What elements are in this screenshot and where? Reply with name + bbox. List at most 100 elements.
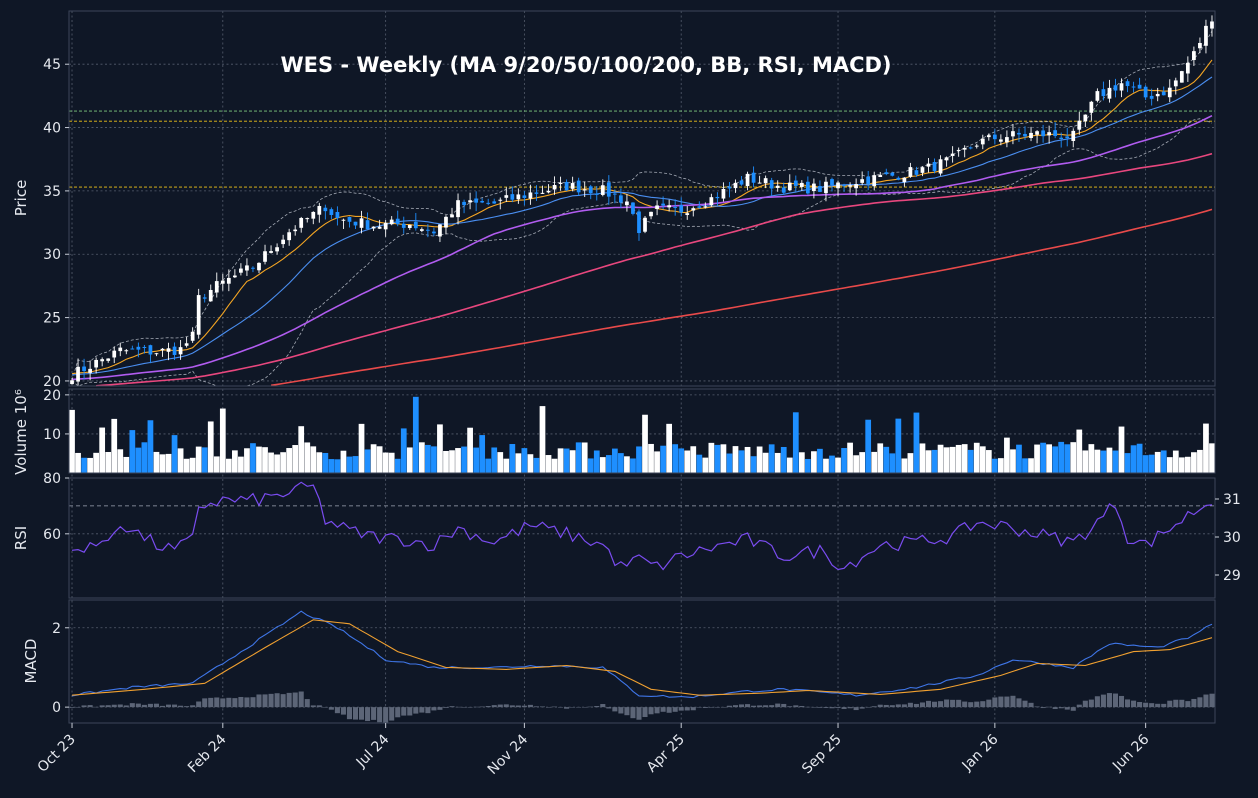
macd-histogram-bar (395, 707, 401, 718)
volume-bar (461, 446, 467, 473)
volume-bar (811, 451, 817, 473)
candle-up (1005, 137, 1009, 143)
volume-bar (1094, 449, 1101, 473)
candle-up (190, 331, 195, 341)
macd-line (71, 610, 1213, 699)
candle-up (70, 380, 74, 385)
candle-up (498, 199, 503, 201)
macd-panel-frame (68, 599, 1216, 724)
volume-bar (334, 459, 341, 473)
macd-histogram-bar (1118, 695, 1125, 708)
macd-histogram-bar (1197, 697, 1203, 708)
volume-bar (859, 452, 866, 473)
candle-up (703, 206, 708, 208)
ma20-line (71, 76, 1213, 376)
candle-up (920, 167, 925, 173)
macd-histogram-bar (298, 691, 304, 708)
candle-up (872, 175, 877, 187)
candle-up (275, 247, 279, 252)
candle-down (365, 220, 370, 230)
volume-bar (521, 448, 528, 473)
candle-down (588, 186, 593, 194)
macd-histogram-bar (919, 702, 926, 708)
volume-bar (533, 457, 540, 473)
volume-bar (135, 447, 142, 473)
candle-down (896, 177, 901, 180)
volume-bar (557, 448, 564, 473)
volume-bar (262, 447, 268, 473)
candle-up (160, 348, 165, 351)
candle-up (1192, 51, 1196, 61)
candle-down (1143, 86, 1148, 98)
candle-up (208, 289, 213, 302)
macd-tick-label: 0 (52, 700, 61, 716)
volume-bar (937, 444, 944, 473)
candle-down (818, 186, 822, 192)
candle-up (317, 206, 322, 215)
volume-bar (545, 455, 552, 473)
candle-down (842, 184, 846, 186)
macd-histogram-bar (962, 701, 968, 708)
candle-up (1210, 21, 1214, 29)
candle-up (407, 224, 412, 228)
macd-histogram-bar (811, 707, 817, 708)
macd-histogram-bar (1004, 696, 1010, 708)
macd-histogram-bar (913, 703, 919, 708)
candle-down (830, 179, 834, 186)
macd-histogram-bar (1070, 707, 1076, 711)
candle-down (323, 207, 328, 212)
candle-down (492, 201, 497, 204)
volume-bar (310, 446, 317, 473)
macd-histogram-bar (775, 703, 781, 708)
candle-up (649, 211, 653, 217)
macd-axis-label: MACD (22, 639, 40, 684)
macd-histogram-bar (672, 707, 678, 712)
macd-histogram-bar (310, 705, 316, 708)
candle-up (938, 159, 943, 174)
macd-histogram-bar (352, 707, 359, 720)
macd-histogram-bar (805, 706, 811, 708)
macd-histogram-bar (202, 698, 208, 708)
candlesticks (70, 15, 1214, 386)
macd-histogram-bar (714, 707, 720, 708)
volume-bar (1010, 449, 1016, 473)
macd-histogram-bar (111, 704, 117, 708)
candle-down (594, 193, 599, 195)
rsi-line (71, 481, 1213, 571)
macd-histogram-bar (660, 707, 666, 712)
candle-up (986, 135, 991, 138)
volume-bar (370, 444, 377, 473)
macd-histogram-bar (1010, 695, 1016, 708)
macd-histogram-bar (769, 705, 775, 708)
macd-histogram-bar (871, 706, 877, 708)
macd-histogram-bar (564, 707, 570, 709)
volume-bar (618, 453, 624, 473)
candle-down (395, 218, 400, 225)
volume-bar (889, 453, 896, 473)
volume-bar (877, 443, 884, 473)
macd-histogram-bar (678, 707, 684, 711)
macd-histogram-bar (757, 705, 763, 708)
macd-histogram-bar (172, 704, 178, 708)
candle-up (721, 188, 726, 199)
candle-up (980, 138, 985, 145)
volume-bar (961, 444, 968, 473)
candle-up (582, 189, 587, 191)
volume-bar (1112, 450, 1119, 473)
volume-bar (412, 396, 419, 473)
candle-up (528, 192, 533, 199)
macd-histogram-bar (479, 706, 485, 708)
volume-bar (93, 452, 100, 473)
volume-bar (153, 451, 160, 473)
macd-histogram-bar (853, 707, 859, 711)
macd-histogram-bar (1203, 694, 1209, 708)
volume-bar (865, 419, 872, 473)
volume-bar (87, 457, 93, 473)
macd-histogram-bar (389, 707, 395, 721)
candle-down (619, 195, 623, 203)
candle-down (347, 217, 352, 222)
volume-bar (358, 423, 365, 473)
volume-bar (883, 446, 890, 473)
macd-histogram-bar (907, 702, 913, 708)
volume-bar (232, 450, 238, 473)
